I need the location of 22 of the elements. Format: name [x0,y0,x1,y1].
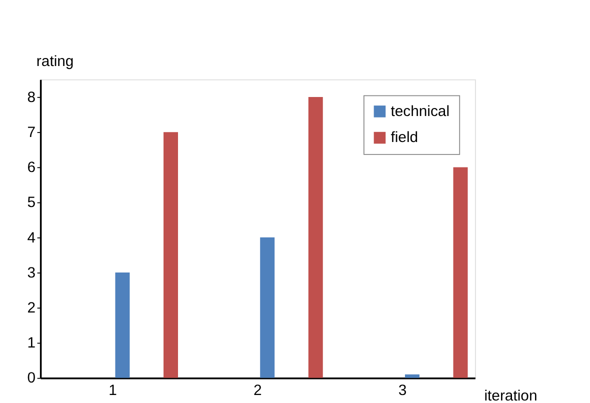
bar [260,237,275,378]
legend-label: field [390,129,418,146]
y-tick-label: 5 [27,194,36,212]
y-tick-label: 0 [27,370,36,387]
x-axis-title: iteration [484,387,538,403]
x-tick-label: 3 [398,382,407,400]
bar [404,374,420,378]
bar [308,96,323,378]
legend-label: technical [390,102,450,120]
y-axis-title: rating [36,52,74,70]
y-tick-label: 8 [27,88,36,106]
x-tick-label: 1 [108,382,117,400]
y-tick-label: 2 [27,300,36,317]
bar [115,272,130,378]
bar [453,167,468,378]
y-tick-label: 3 [27,264,36,282]
y-tick-label: 6 [27,159,36,176]
y-tick-label: 7 [27,124,36,141]
x-tick-label: 2 [254,382,262,400]
y-tick-label: 4 [27,229,36,246]
y-tick-label: 1 [27,334,36,352]
bar [164,132,178,378]
